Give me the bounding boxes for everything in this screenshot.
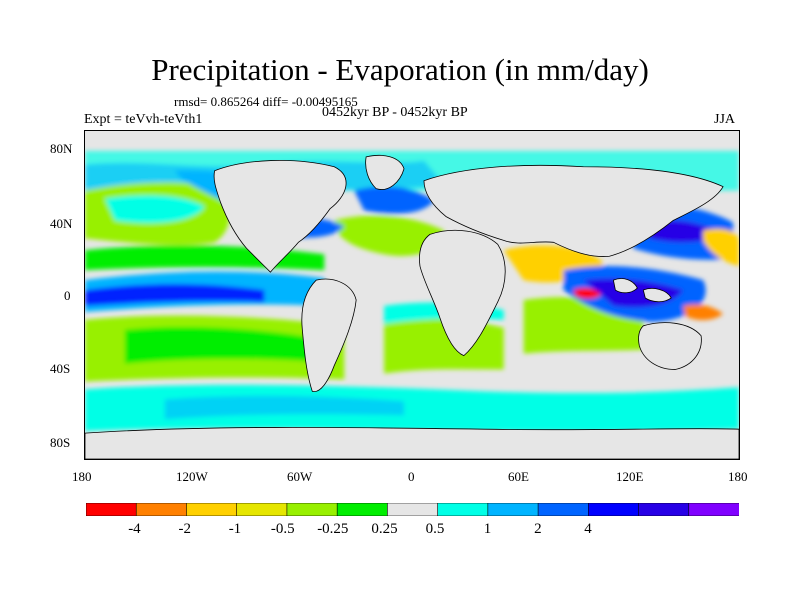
colorbar-swatch [437, 503, 489, 516]
colorbar-label: -0.5 [270, 521, 295, 537]
colorbar-swatch [86, 503, 138, 516]
colorbar-swatch [336, 503, 389, 516]
colorbar-swatch [186, 503, 238, 516]
land-masks [85, 154, 739, 459]
lat-label-0: 0 [64, 288, 71, 303]
colorbar-label: 2 [534, 521, 542, 537]
lon-label-0: 0 [408, 469, 415, 484]
lat-label-40s: 40S [50, 361, 71, 376]
colorbar-swatch [588, 503, 640, 516]
colorbar-label: 4 [584, 521, 592, 537]
lon-label-120w: 120W [176, 469, 208, 484]
stats-line: rmsd= 0.865264 diff= -0.00495165 [174, 94, 358, 109]
colorbar [86, 503, 739, 516]
colorbar-swatch [387, 503, 439, 516]
lat-label-80n: 80N [50, 141, 73, 156]
colorbar-label: -4 [128, 521, 141, 537]
lon-label-180e: 180 [728, 469, 748, 484]
colorbar-swatch [236, 503, 288, 516]
colorbar-label: 0.5 [425, 521, 445, 537]
colorbar-swatch [688, 503, 739, 516]
lon-label-120e: 120E [616, 469, 644, 484]
colorbar-label: 1 [483, 521, 492, 537]
colorbar-swatch [286, 503, 338, 516]
lon-label-60e: 60E [508, 469, 529, 484]
colorbar-swatch [638, 503, 690, 516]
experiment-label: Expt = teVvh-teVth1 [84, 112, 203, 127]
colorbar-label: -1 [228, 521, 242, 537]
lon-label-60w: 60W [287, 469, 313, 484]
colorbar-swatch [487, 503, 539, 516]
precip-evap-map [84, 130, 740, 460]
colorbar-label: -0.25 [317, 521, 349, 537]
lon-label-180w: 180 [72, 469, 92, 484]
season-label: JJA [714, 112, 736, 127]
colorbar-label: 0.25 [371, 521, 398, 537]
colorbar-label: -2 [178, 521, 192, 537]
lat-label-40n: 40N [50, 216, 73, 231]
lat-label-80s: 80S [50, 435, 71, 450]
colorbar-swatch [537, 503, 590, 516]
colorbar-swatch [135, 503, 188, 516]
map-title: Precipitation - Evaporation (in mm/day) [151, 52, 649, 87]
period-label: 0452kyr BP - 0452kyr BP [322, 105, 468, 120]
